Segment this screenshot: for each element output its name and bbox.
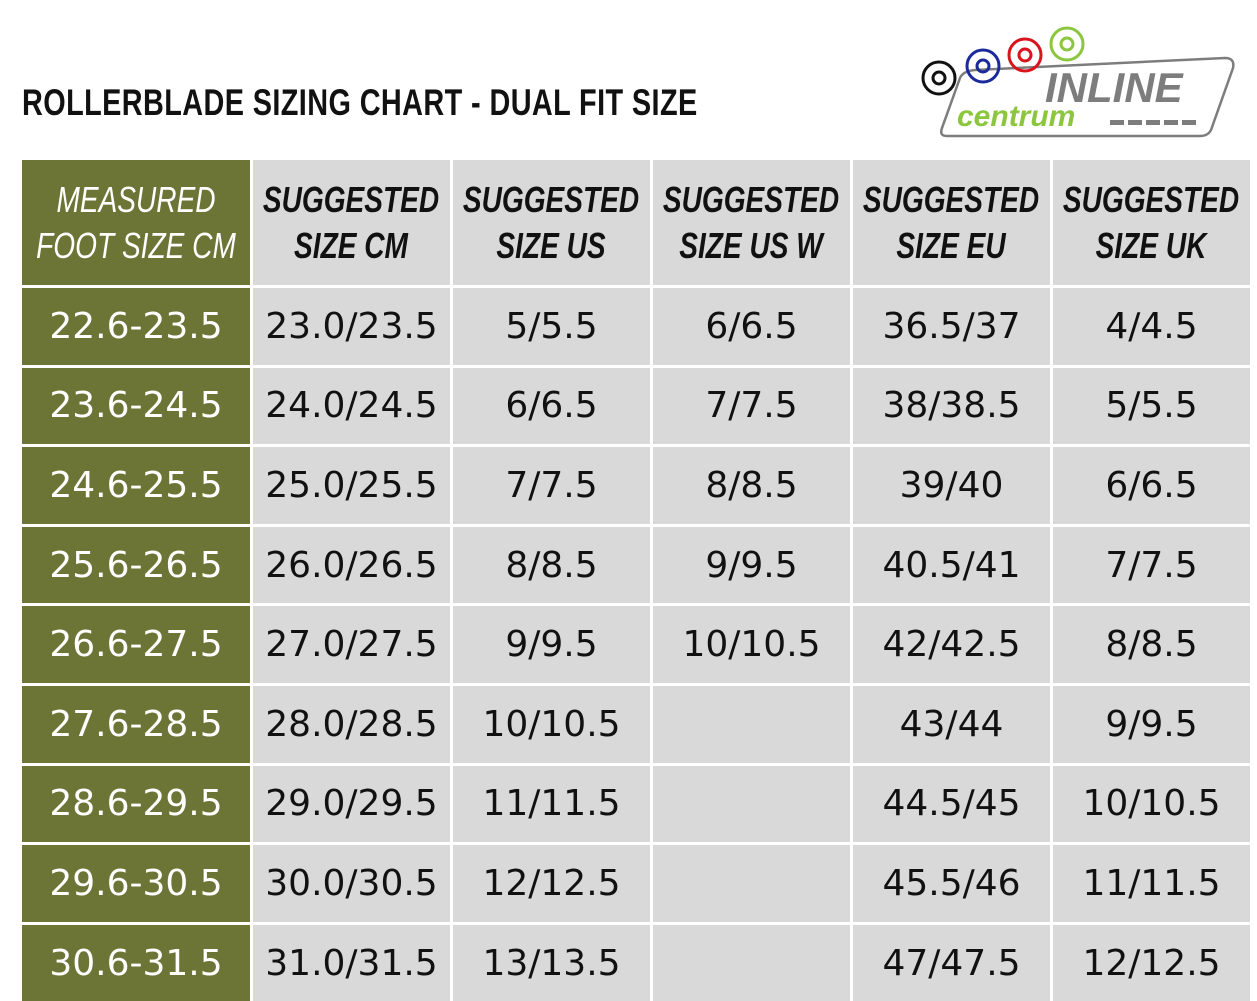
- wheel-icon: [921, 26, 1085, 96]
- table-cell: 24.0/24.5: [253, 367, 450, 445]
- header-text: SIZE US W: [679, 224, 824, 266]
- table-cell: 4/4.5: [1053, 288, 1250, 365]
- table-cell: 12/12.5: [1053, 924, 1250, 1001]
- table-cell: 44.5/45: [853, 765, 1050, 843]
- table-cell: 7/7.5: [653, 367, 850, 445]
- table-cell: 29.0/29.5: [253, 765, 450, 843]
- table-cell: 5/5.5: [453, 288, 650, 365]
- table-cell: 10/10.5: [453, 685, 650, 763]
- table-cell: 23.0/23.5: [253, 288, 450, 365]
- row-header-cell: 23.6-24.5: [22, 367, 250, 445]
- table-cell: 36.5/37: [853, 288, 1050, 365]
- table-cell: [653, 845, 850, 922]
- table-cell: 10/10.5: [653, 606, 850, 683]
- column-header: SUGGESTED SIZE UK: [1053, 160, 1250, 285]
- header-text: SUGGESTED: [463, 178, 640, 220]
- table-cell: 30.0/30.5: [253, 845, 450, 922]
- table-cell: 39/40: [853, 447, 1050, 524]
- sizing-table: MEASURED FOOT SIZE CM SUGGESTED SIZE CM SUGG…: [22, 160, 1250, 1001]
- header-text: FOOT SIZE CM: [36, 224, 236, 266]
- table-cell: [653, 685, 850, 763]
- header-text: SUGGESTED: [663, 178, 840, 220]
- row-header-cell: 24.6-25.5: [22, 447, 250, 524]
- table-cell: 11/11.5: [1053, 845, 1250, 922]
- table-cell: 40.5/41: [853, 526, 1050, 604]
- inline-centrum-logo: INLINE centrum: [921, 26, 1235, 138]
- header-text: SUGGESTED: [1063, 178, 1240, 220]
- table-cell: [653, 924, 850, 1001]
- table-cell: 25.0/25.5: [253, 447, 450, 524]
- page-title: ROLLERBLADE SIZING CHART - DUAL FIT SIZE: [22, 82, 698, 123]
- table-cell: 8/8.5: [1053, 606, 1250, 683]
- row-header-cell: 26.6-27.5: [22, 606, 250, 683]
- column-header: MEASURED FOOT SIZE CM: [22, 160, 250, 285]
- table-cell: 11/11.5: [453, 765, 650, 843]
- header-text: SIZE US: [496, 224, 607, 266]
- table-cell: 45.5/46: [853, 845, 1050, 922]
- table-cell: 9/9.5: [653, 526, 850, 604]
- row-header-cell: 28.6-29.5: [22, 765, 250, 843]
- column-header: SUGGESTED SIZE CM: [253, 160, 450, 285]
- table-cell: 6/6.5: [1053, 447, 1250, 524]
- table-cell: 13/13.5: [453, 924, 650, 1001]
- table-cell: 7/7.5: [1053, 526, 1250, 604]
- table-cell: 8/8.5: [453, 526, 650, 604]
- row-header-cell: 22.6-23.5: [22, 288, 250, 365]
- table-cell: 9/9.5: [1053, 685, 1250, 763]
- table-cell: 31.0/31.5: [253, 924, 450, 1001]
- table-cell: 43/44: [853, 685, 1050, 763]
- table-cell: 28.0/28.5: [253, 685, 450, 763]
- table-cell: 12/12.5: [453, 845, 650, 922]
- table-cell: 6/6.5: [453, 367, 650, 445]
- row-header-cell: 27.6-28.5: [22, 685, 250, 763]
- table-cell: 7/7.5: [453, 447, 650, 524]
- header-text: SIZE EU: [896, 224, 1007, 266]
- table-cell: 42/42.5: [853, 606, 1050, 683]
- column-header: SUGGESTED SIZE US: [453, 160, 650, 285]
- table-cell: 6/6.5: [653, 288, 850, 365]
- row-header-cell: 30.6-31.5: [22, 924, 250, 1001]
- table-cell: 9/9.5: [453, 606, 650, 683]
- table-cell: 26.0/26.5: [253, 526, 450, 604]
- table-cell: 27.0/27.5: [253, 606, 450, 683]
- header-text: SIZE CM: [294, 224, 409, 266]
- svg-text:INLINE: INLINE: [1045, 64, 1185, 111]
- header-text: SUGGESTED: [863, 178, 1040, 220]
- row-header-cell: 29.6-30.5: [22, 845, 250, 922]
- table-cell: [653, 765, 850, 843]
- table-cell: 5/5.5: [1053, 367, 1250, 445]
- table-cell: 8/8.5: [653, 447, 850, 524]
- table-cell: 10/10.5: [1053, 765, 1250, 843]
- column-header: SUGGESTED SIZE EU: [853, 160, 1050, 285]
- header-text: SIZE UK: [1096, 224, 1207, 266]
- svg-text:centrum: centrum: [957, 100, 1075, 133]
- header-text: SUGGESTED: [263, 178, 440, 220]
- table-cell: 38/38.5: [853, 367, 1050, 445]
- table-cell: 47/47.5: [853, 924, 1050, 1001]
- header-text: MEASURED: [56, 178, 216, 220]
- column-header: SUGGESTED SIZE US W: [653, 160, 850, 285]
- row-header-cell: 25.6-26.5: [22, 526, 250, 604]
